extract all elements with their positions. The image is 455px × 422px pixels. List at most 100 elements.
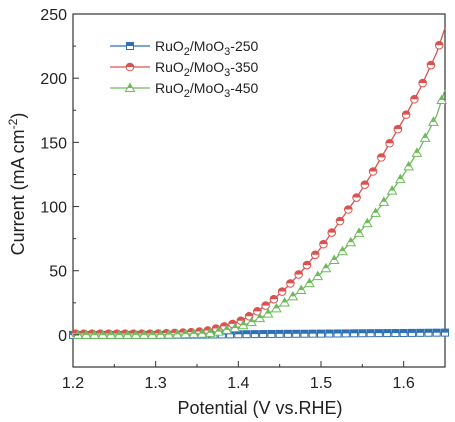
data-point (80, 329, 92, 339)
data-point-fill (331, 255, 337, 260)
data-point (441, 328, 449, 337)
data-point (325, 329, 334, 338)
data-point-fill (191, 329, 197, 334)
data-point (386, 185, 398, 195)
data-point (287, 290, 299, 301)
ticks-layer: 1.2 1.3 1.4 1.5 1.6 0 50 100 150 200 250 (40, 7, 415, 392)
data-point-fill (383, 329, 391, 334)
data-point-fill (207, 328, 213, 333)
x-tick-label: 1.5 (310, 375, 332, 392)
legend-label-part: /MoO (190, 38, 224, 54)
data-point (352, 193, 361, 202)
data-point-fill (364, 218, 370, 224)
data-point (401, 110, 411, 119)
data-point (130, 329, 142, 339)
data-point-fill (430, 117, 436, 122)
data-point (250, 330, 259, 339)
plot-border (72, 13, 446, 368)
data-point-fill (174, 329, 180, 335)
data-point-fill (286, 279, 295, 284)
data-point-fill (350, 329, 358, 334)
data-point (196, 328, 208, 338)
data-point (188, 328, 200, 338)
y-tick-label: 150 (40, 135, 67, 152)
data-point (204, 327, 216, 337)
data-point-fill (149, 330, 155, 335)
data-point-fill (373, 208, 379, 213)
data-point-fill (408, 329, 416, 333)
data-point (328, 254, 340, 264)
data-point (294, 270, 303, 279)
data-point (377, 153, 386, 162)
legend-label: RuO2/MoO3-350 (155, 59, 259, 79)
x-axis-title: Potential (V vs.RHE) (177, 398, 342, 418)
legend-label-part: RuO (155, 38, 184, 54)
data-point-fill (356, 228, 362, 233)
data-point (366, 329, 375, 338)
data-point (395, 173, 406, 184)
data-point (283, 329, 292, 338)
data-point-fill (309, 330, 317, 334)
legend-item: RuO2/MoO3-250 (110, 38, 259, 58)
data-point (432, 328, 441, 337)
data-point (428, 116, 439, 126)
legend-marker (125, 62, 135, 72)
data-point (292, 329, 301, 338)
data-point (277, 287, 287, 296)
data-point (269, 294, 279, 304)
data-point (254, 312, 266, 323)
data-point (180, 328, 191, 339)
data-point-fill (100, 330, 106, 335)
data-point-fill (284, 330, 292, 334)
data-point (411, 147, 423, 157)
legend-item: RuO2/MoO3-450 (110, 80, 259, 100)
data-point (312, 270, 324, 281)
data-point-fill (391, 329, 399, 334)
data-point (221, 324, 233, 334)
data-point (246, 316, 257, 327)
data-point (242, 330, 251, 339)
legend-label-part: -350 (230, 59, 258, 75)
data-point (310, 250, 320, 260)
data-point-fill (298, 285, 304, 290)
data-point-fill (290, 291, 296, 297)
data-point-fill (400, 329, 408, 333)
data-point-fill (282, 298, 288, 303)
data-point-fill (116, 330, 122, 335)
data-point-fill (133, 330, 139, 335)
data-point-fill (441, 329, 449, 333)
data-point (317, 329, 325, 338)
data-point (358, 329, 367, 338)
data-point (261, 301, 270, 310)
data-point-fill (317, 330, 325, 334)
series-line (73, 27, 446, 335)
data-point (244, 311, 254, 321)
data-point-fill (306, 278, 312, 284)
data-point (147, 329, 158, 339)
series-layer (69, 27, 449, 339)
data-point-fill (422, 133, 428, 138)
legend-label-part: 3 (224, 46, 230, 58)
legend-label-part: /MoO (190, 59, 224, 75)
legend-label-part: 2 (184, 46, 190, 58)
data-point-fill (394, 125, 402, 130)
data-point (374, 329, 383, 338)
legend-label-part: 3 (224, 67, 230, 79)
data-point-fill (141, 330, 147, 335)
data-point (424, 328, 433, 337)
data-point (436, 94, 448, 105)
data-point-fill (234, 330, 242, 335)
data-point-fill (261, 301, 270, 306)
x-tick-label: 1.3 (145, 375, 167, 392)
legend-label-part: /MoO (190, 80, 224, 96)
data-point (407, 328, 416, 337)
data-point-fill (319, 240, 328, 245)
data-point (385, 138, 394, 148)
data-point-fill (327, 228, 336, 233)
legend-marker-fill (126, 63, 134, 67)
data-point-fill (300, 330, 308, 334)
data-point (279, 297, 290, 307)
data-point (113, 329, 125, 339)
data-point-fill (323, 263, 329, 269)
